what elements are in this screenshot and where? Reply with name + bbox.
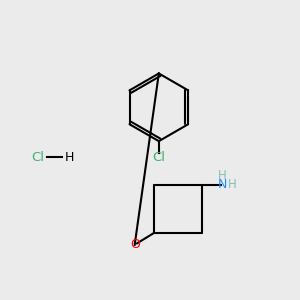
Text: N: N — [218, 178, 227, 191]
Text: H: H — [218, 169, 227, 182]
Text: O: O — [130, 238, 140, 251]
Text: Cl: Cl — [32, 151, 45, 164]
Text: Cl: Cl — [152, 152, 165, 164]
Text: H: H — [228, 178, 237, 191]
Text: H: H — [65, 151, 74, 164]
